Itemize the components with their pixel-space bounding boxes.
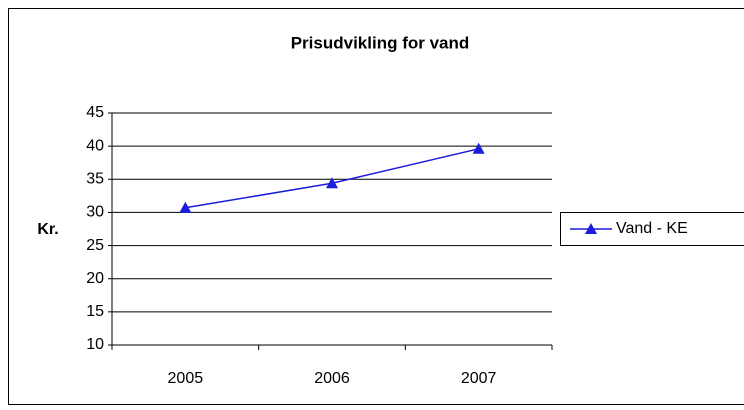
y-axis-label: Kr. <box>37 221 58 238</box>
y-tick-label: 25 <box>86 237 104 254</box>
y-tick-label: 10 <box>86 336 104 353</box>
legend-marker <box>585 223 597 234</box>
marker <box>179 201 192 213</box>
y-tick-label: 40 <box>86 137 104 154</box>
y-tick-label: 30 <box>86 204 104 221</box>
y-tick-label: 45 <box>86 104 104 121</box>
marker <box>326 177 338 189</box>
chart-border <box>8 8 744 405</box>
x-tick-label: 2007 <box>461 370 497 387</box>
y-tick-label: 20 <box>86 270 104 287</box>
x-tick-label: 2006 <box>314 370 350 387</box>
y-tick-label: 15 <box>86 303 104 320</box>
y-tick-label: 35 <box>86 171 104 188</box>
x-tick-label: 2005 <box>168 370 204 387</box>
marker <box>472 142 485 154</box>
legend-label: Vand - KE <box>616 220 688 237</box>
chart-title: Prisudvikling for vand <box>291 33 470 52</box>
